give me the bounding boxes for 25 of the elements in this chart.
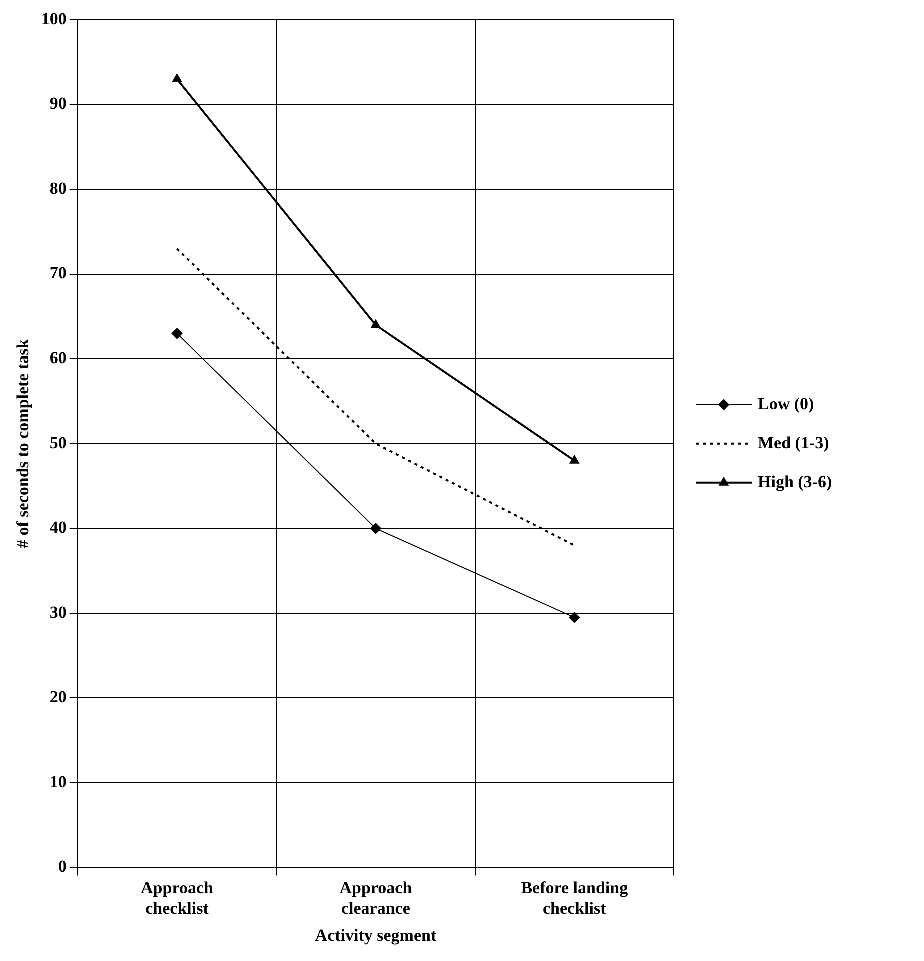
point xyxy=(172,328,183,340)
y-axis-title: # of seconds to complete task xyxy=(14,338,33,548)
point xyxy=(172,74,182,82)
x-tick-label: Approach checklist xyxy=(141,878,214,918)
y-tick-label: 60 xyxy=(50,348,67,368)
x-tick-label: Approach clearance xyxy=(340,878,413,918)
legend-label: Med (1-3) xyxy=(758,433,830,452)
legend-label: Low (0) xyxy=(758,394,814,414)
y-tick-label: 100 xyxy=(41,9,67,28)
y-tick-label: 50 xyxy=(50,433,67,452)
y-tick-label: 90 xyxy=(50,94,67,114)
y-tick-label: 80 xyxy=(50,178,67,198)
legend-label: High (3-6) xyxy=(758,472,832,492)
y-tick-label: 20 xyxy=(50,688,67,707)
y-tick-label: 0 xyxy=(58,857,67,876)
point xyxy=(569,612,580,624)
x-axis-title: Activity segment xyxy=(315,926,437,946)
x-tick-label: Before landing checklist xyxy=(521,878,629,918)
y-tick-label: 10 xyxy=(50,772,67,792)
y-tick-label: 40 xyxy=(50,518,67,538)
point xyxy=(370,523,382,534)
y-tick-label: 70 xyxy=(50,264,67,283)
point xyxy=(371,320,381,328)
y-tick-label: 30 xyxy=(50,602,67,622)
point xyxy=(570,455,580,464)
